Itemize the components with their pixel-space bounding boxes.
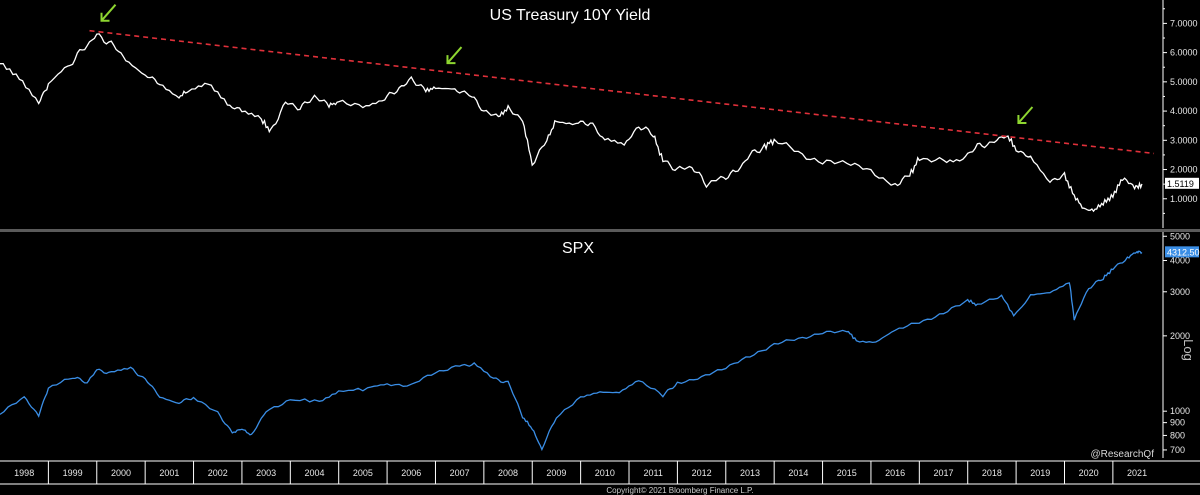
x-tick-label: 2014	[788, 468, 808, 478]
x-tick-label: 2008	[498, 468, 518, 478]
panel-divider	[0, 229, 1200, 232]
y-tick-label: 2000	[1170, 331, 1190, 341]
x-tick-label: 2002	[208, 468, 228, 478]
spx-panel: 700 800 900 1000 2000 3000 4000 5000 SPX Log 43…	[0, 231, 1200, 460]
yield-chart-title: US Treasury 10Y Yield	[490, 7, 651, 24]
x-tick-label: 2019	[1030, 468, 1050, 478]
y-tick-label: 3000	[1170, 287, 1190, 297]
yield-series-line	[0, 33, 1143, 213]
x-tick-label: 2017	[934, 468, 954, 478]
y-tick-label: 800	[1170, 430, 1185, 440]
x-tick-label: 2004	[304, 468, 324, 478]
x-axis: 1998 1999 2000 2001 2002 2003 2004 2005 2006 2007…	[0, 460, 1200, 485]
spx-series-line	[0, 250, 1143, 452]
yield-last-value: 1.5119	[1167, 179, 1194, 189]
y-tick-label: 6.0000	[1170, 48, 1198, 58]
yield-panel: 1.0000 2.0000 3.0000 4.0000 5.0000 6.0000 7.00…	[0, 0, 1199, 228]
x-tick-label: 1998	[14, 468, 34, 478]
peak-arrows	[100, 4, 1034, 124]
y-tick-label: 2.0000	[1170, 165, 1198, 175]
y-tick-label: 3.0000	[1170, 135, 1198, 145]
y-tick-label: 1000	[1170, 406, 1190, 416]
x-tick-label: 2000	[111, 468, 131, 478]
x-tick-label: 2005	[353, 468, 373, 478]
x-tick-label: 2021	[1127, 468, 1147, 478]
yield-last-value-badge: 1.5119	[1165, 177, 1199, 189]
peak-arrow-icon	[100, 4, 117, 22]
yield-trendline	[89, 29, 1155, 155]
x-tick-label: 2001	[159, 468, 179, 478]
spx-last-value-badge: 4312.50	[1165, 246, 1200, 258]
x-tick-label: 2010	[595, 468, 615, 478]
x-tick-label: 2015	[837, 468, 857, 478]
x-tick-label: 2003	[256, 468, 276, 478]
x-tick-label: 2009	[546, 468, 566, 478]
peak-arrow-icon	[1017, 106, 1034, 124]
x-tick-label: 2018	[982, 468, 1002, 478]
x-tick-label: 2007	[450, 468, 470, 478]
y-tick-label: 5000	[1170, 231, 1190, 241]
x-tick-label: 2011	[644, 468, 663, 478]
spx-y-ticks: 700 800 900 1000 2000 3000 4000 5000	[1163, 231, 1190, 455]
peak-arrow-icon	[446, 46, 463, 65]
y-tick-label: 5.0000	[1170, 77, 1198, 87]
y-tick-label: 900	[1170, 418, 1185, 428]
x-tick-label: 2020	[1079, 468, 1099, 478]
x-tick-label: 2013	[740, 468, 760, 478]
y-tick-label: 4.0000	[1170, 106, 1198, 116]
x-tick-label: 2006	[401, 468, 421, 478]
spx-last-value: 4312.50	[1167, 247, 1200, 257]
log-scale-label: Log	[1181, 339, 1196, 361]
yield-y-ticks: 1.0000 2.0000 3.0000 4.0000 5.0000 6.0000 7.00…	[1163, 8, 1198, 214]
y-tick-label: 4000	[1170, 256, 1190, 266]
spx-chart-title: SPX	[562, 240, 594, 257]
y-tick-label: 1.0000	[1170, 194, 1198, 204]
copyright-note: Copyright© 2021 Bloomberg Finance L.P.	[606, 486, 753, 495]
y-tick-label: 7.0000	[1170, 18, 1198, 28]
x-tick-label: 2012	[692, 468, 712, 478]
x-tick-label: 1999	[63, 468, 83, 478]
y-tick-label: 700	[1170, 445, 1185, 455]
x-tick-label: 2016	[885, 468, 905, 478]
author-handle: @ResearchQf	[1090, 449, 1154, 460]
